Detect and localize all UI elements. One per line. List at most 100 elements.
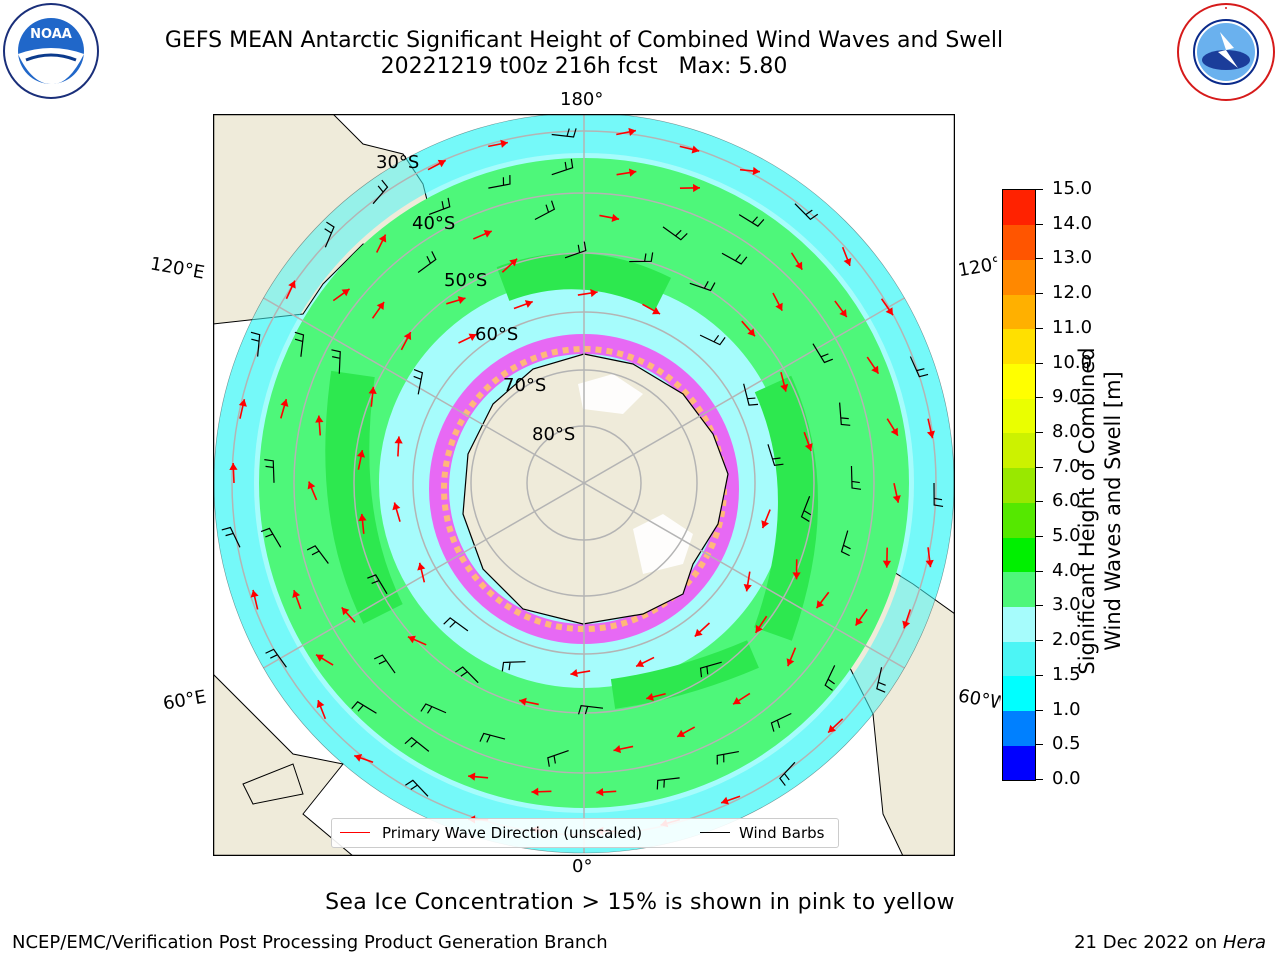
wind-barb bbox=[417, 251, 437, 273]
noaa-logo: NOAA bbox=[3, 3, 99, 99]
wave-arrow-head bbox=[628, 127, 636, 136]
colorbar-tick-mark bbox=[1036, 431, 1043, 433]
wave-arrow-head bbox=[691, 145, 700, 154]
wave-arrow-head bbox=[292, 590, 301, 598]
lon-label-60w: 60°W bbox=[956, 685, 1002, 714]
colorbar-tick-label: 3.0 bbox=[1052, 594, 1081, 616]
wind-barb bbox=[455, 666, 479, 684]
colorbar-tick-label: 1.0 bbox=[1052, 698, 1081, 720]
colorbar-label-line1: Significant Height of Combined bbox=[1075, 347, 1099, 675]
wave-arrow-head bbox=[468, 772, 476, 781]
colorbar-tick-label: 15.0 bbox=[1052, 178, 1093, 199]
wave-arrow-head bbox=[378, 234, 387, 243]
colorbar-tick-label: 0.0 bbox=[1052, 768, 1081, 789]
colorbar-tick-label: 12.0 bbox=[1052, 282, 1093, 304]
wave-arrow-head bbox=[795, 261, 803, 270]
wave-arrow-head bbox=[871, 365, 879, 374]
wave-arrow-head bbox=[315, 415, 324, 423]
colorbar-segment bbox=[1003, 190, 1035, 226]
wave-arrow-head bbox=[280, 399, 289, 407]
wave-arrow-head bbox=[628, 168, 637, 177]
colorbar-segment bbox=[1003, 502, 1035, 538]
colorbar-tick-mark bbox=[1036, 501, 1043, 503]
colorbar-tick-label: 1.5 bbox=[1052, 663, 1081, 685]
colorbar-segment bbox=[1003, 294, 1035, 330]
wave-arrow-head bbox=[394, 436, 403, 444]
colorbar-segment bbox=[1003, 675, 1035, 712]
wind-barb bbox=[743, 383, 759, 406]
wave-arrow-head bbox=[743, 583, 752, 592]
wind-barb bbox=[629, 252, 654, 263]
wave-arrow-head bbox=[780, 383, 789, 392]
colorbar-segment bbox=[1003, 641, 1035, 677]
colorbar-segment bbox=[1003, 398, 1035, 434]
noaa-logo-text: NOAA bbox=[30, 27, 72, 42]
wave-arrow-head bbox=[531, 787, 539, 796]
wave-arrow-head bbox=[885, 307, 893, 316]
colorbar-label-line2: Wind Waves and Swell [m] bbox=[1101, 371, 1125, 651]
wave-arrow-head bbox=[570, 669, 578, 678]
colorbar-segment bbox=[1003, 467, 1035, 503]
wave-arrow-head bbox=[855, 617, 863, 626]
footer-date-text: 21 Dec 2022 on bbox=[1074, 932, 1223, 953]
wave-arrow-head bbox=[761, 520, 770, 529]
wave-arrow-head bbox=[892, 495, 901, 503]
colorbar-segment bbox=[1003, 537, 1035, 573]
colorbar-tick-mark bbox=[1036, 605, 1043, 607]
wave-arrow-head bbox=[354, 753, 363, 762]
wave-arrow-head bbox=[693, 183, 700, 193]
colorbar-tick-mark bbox=[1036, 327, 1043, 329]
colorbar-tick-mark bbox=[1036, 293, 1043, 295]
wave-arrow-head bbox=[341, 607, 350, 616]
wind-barb bbox=[699, 334, 726, 346]
wave-direction-legend-line bbox=[340, 832, 370, 833]
colorbar-tick-label: 5.0 bbox=[1052, 525, 1081, 547]
wind-barb bbox=[850, 466, 862, 490]
wind-barb bbox=[547, 749, 569, 767]
colorbar-tick-label: 2.0 bbox=[1052, 629, 1081, 651]
colorbar-tick-mark bbox=[1036, 223, 1043, 225]
wind-barb bbox=[689, 281, 716, 292]
lat-label-70s: 70°S bbox=[503, 375, 547, 396]
colorbar-tick-mark bbox=[1036, 674, 1043, 676]
wind-barb bbox=[721, 252, 748, 265]
wind-barb bbox=[488, 175, 511, 189]
wind-barbs-legend-line bbox=[700, 832, 730, 833]
wave-arrow-head bbox=[926, 430, 935, 439]
lat-label-60s: 60°S bbox=[475, 324, 519, 345]
wave-arrow-head bbox=[356, 450, 366, 458]
wave-arrow-head bbox=[816, 600, 825, 609]
wave-arrow-head bbox=[341, 288, 350, 297]
wave-arrow-head bbox=[611, 213, 620, 222]
colorbar-segment bbox=[1003, 571, 1035, 607]
wave-arrow-head bbox=[483, 229, 492, 238]
wave-arrow-head bbox=[250, 589, 259, 598]
wave-arrow-head bbox=[786, 658, 795, 667]
wind-barbs bbox=[221, 128, 944, 797]
colorbar-tick-label: 9.0 bbox=[1052, 386, 1081, 408]
wind-barb bbox=[812, 343, 834, 364]
wave-arrow-head bbox=[804, 443, 813, 451]
wave-arrow-head bbox=[368, 386, 377, 395]
wave-arrow-head bbox=[828, 724, 836, 733]
wind-barb bbox=[577, 704, 604, 715]
wave-arrow-head bbox=[747, 328, 755, 337]
colorbar-segment bbox=[1003, 259, 1035, 295]
wave-arrow-head bbox=[307, 481, 316, 490]
wind-barb bbox=[794, 203, 819, 221]
colorbar-tick-label: 4.0 bbox=[1052, 559, 1081, 581]
wave-arrow-head bbox=[358, 513, 367, 522]
wave-arrow-head bbox=[902, 620, 911, 629]
wind-barb bbox=[551, 128, 577, 138]
colorbar-tick-mark bbox=[1036, 466, 1043, 468]
lon-label-60e: 60°E bbox=[161, 686, 208, 715]
colorbar-tick-label: 0.5 bbox=[1052, 733, 1081, 755]
wind-barb bbox=[428, 197, 451, 216]
chart-title: GEFS MEAN Antarctic Significant Height o… bbox=[164, 28, 1004, 53]
wind-barb bbox=[367, 574, 388, 595]
wave-arrow-head bbox=[890, 427, 898, 436]
wind-barb bbox=[779, 761, 796, 786]
lon-label-120e: 120°E bbox=[148, 253, 207, 284]
wind-barb bbox=[479, 732, 506, 743]
colorbar-tick-mark bbox=[1036, 779, 1043, 780]
